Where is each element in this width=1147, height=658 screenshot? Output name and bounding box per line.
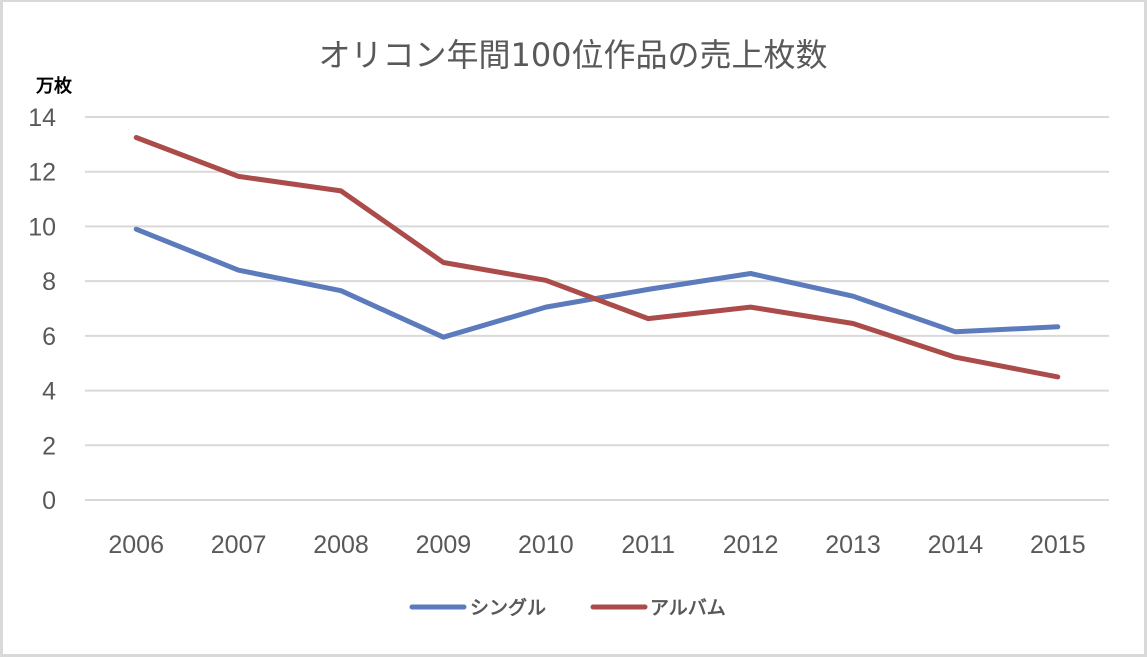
legend-label-single: シングル xyxy=(470,596,546,619)
gridlines xyxy=(85,116,1109,501)
x-tick-label: 2009 xyxy=(416,531,472,559)
y-tick-label: 0 xyxy=(42,487,56,515)
chart-title: オリコン年間100位作品の売上枚数 xyxy=(318,36,827,74)
y-tick-label: 8 xyxy=(42,268,56,296)
x-tick-label: 2006 xyxy=(108,531,164,559)
y-axis-ticks: 0 2 4 6 8 10 12 14 xyxy=(28,104,56,515)
legend: シングル アルバム xyxy=(409,596,726,619)
y-tick-label: 14 xyxy=(28,104,56,132)
x-tick-label: 2012 xyxy=(723,531,779,559)
series-line-album xyxy=(133,135,1061,380)
x-tick-label: 2008 xyxy=(313,531,369,559)
x-axis-ticks: 2006 2007 2008 2009 2010 2011 2012 2013 2014 2015 xyxy=(108,531,1085,559)
series-lines xyxy=(133,135,1061,380)
x-tick-label: 2014 xyxy=(928,531,984,559)
y-tick-label: 12 xyxy=(28,159,56,187)
y-axis-unit-label: 万枚 xyxy=(35,75,73,97)
x-tick-label: 2010 xyxy=(518,531,574,559)
y-tick-label: 10 xyxy=(28,213,56,241)
x-tick-label: 2007 xyxy=(211,531,267,559)
x-tick-label: 2013 xyxy=(825,531,881,559)
x-tick-label: 2011 xyxy=(621,531,675,559)
y-tick-label: 4 xyxy=(42,378,56,406)
y-tick-label: 6 xyxy=(42,323,56,351)
legend-label-album: アルバム xyxy=(650,597,726,619)
y-tick-label: 2 xyxy=(42,432,56,460)
series-line-single xyxy=(133,226,1061,340)
x-tick-label: 2015 xyxy=(1030,531,1086,559)
